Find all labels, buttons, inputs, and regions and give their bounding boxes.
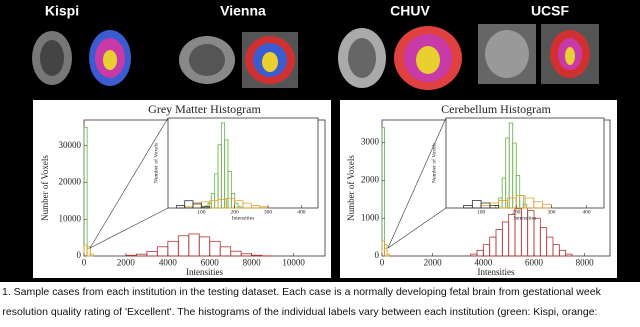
mri-scan (348, 38, 376, 78)
x-tick-label: 8000 (576, 257, 595, 267)
x-axis-label: Intensities (186, 267, 223, 277)
x-tick-label: 4000 (474, 257, 493, 267)
histogram-bar (384, 248, 388, 257)
histogram-bar (89, 253, 94, 257)
caption-line: 1. Sample cases from each institution in… (2, 286, 602, 298)
plot-frame (167, 117, 319, 209)
x-tick-label: 400 (582, 210, 591, 216)
y-tick-label: 10000 (59, 213, 82, 223)
x-tick-label: 100 (477, 210, 486, 216)
zoom-connector (89, 207, 169, 249)
x-tick-label: 2000 (117, 257, 136, 267)
y-axis-label: Number of Voxels (346, 155, 356, 221)
chart-title: Cerebellum Histogram (441, 102, 551, 116)
institution-label: CHUV (390, 3, 430, 19)
segmentation (565, 47, 575, 65)
mri-images (32, 24, 599, 90)
x-tick-label: 100 (197, 210, 206, 216)
y-tick-label: 20000 (59, 177, 82, 187)
histogram-bar (86, 248, 91, 257)
histogram-bar (558, 249, 567, 257)
chart-title: Grey Matter Histogram (148, 102, 261, 116)
y-tick-label: 30000 (59, 140, 82, 150)
x-tick-label: 300 (547, 210, 556, 216)
mri-scan (485, 30, 529, 78)
y-tick-label: 1000 (361, 212, 380, 222)
x-tick-label: 300 (264, 210, 273, 216)
x-axis-label: Intensities (514, 216, 537, 222)
x-tick-label: 0 (82, 257, 87, 267)
plot-frame (445, 117, 605, 209)
mri-scan (189, 44, 225, 76)
segmentation (262, 52, 278, 72)
x-axis-label: Intensities (478, 267, 515, 277)
y-tick-label: 0 (77, 250, 82, 260)
histogram-bar (251, 254, 263, 257)
zoom-connector (387, 207, 447, 249)
histogram-bar (125, 254, 137, 257)
x-tick-label: 2000 (424, 257, 443, 267)
histogram-bar (386, 253, 391, 257)
institution-label: UCSF (531, 3, 570, 19)
histogram-bar (489, 205, 500, 209)
y-tick-label: 0 (375, 250, 380, 260)
histogram-bar (565, 253, 573, 257)
y-axis-label: Number of Voxels (40, 155, 50, 221)
x-tick-label: 200 (512, 210, 521, 216)
x-tick-label: 8000 (243, 257, 262, 267)
y-tick-label: 3000 (361, 137, 380, 147)
x-tick-label: 400 (297, 210, 306, 216)
institution-label: Kispi (45, 3, 79, 19)
y-tick-label: 2000 (361, 175, 380, 185)
zoom-connector (89, 117, 169, 249)
mri-scan (40, 40, 64, 76)
caption-line: r resolution quality rating of 'Excellen… (0, 306, 597, 318)
y-axis-label: Number of Voxels (152, 143, 159, 183)
x-tick-label: 6000 (525, 257, 544, 267)
x-tick-label: 4000 (159, 257, 178, 267)
x-tick-label: 6000 (201, 257, 220, 267)
y-axis-label: Number of Voxels (430, 143, 437, 183)
zoom-connector (387, 117, 447, 249)
segmentation (103, 50, 117, 70)
x-tick-label: 200 (231, 210, 240, 216)
x-tick-label: 0 (380, 257, 385, 267)
institution-label: Vienna (220, 3, 266, 19)
x-axis-label: Intensities (232, 216, 255, 222)
x-tick-label: 10000 (282, 257, 305, 267)
segmentation (416, 46, 440, 74)
